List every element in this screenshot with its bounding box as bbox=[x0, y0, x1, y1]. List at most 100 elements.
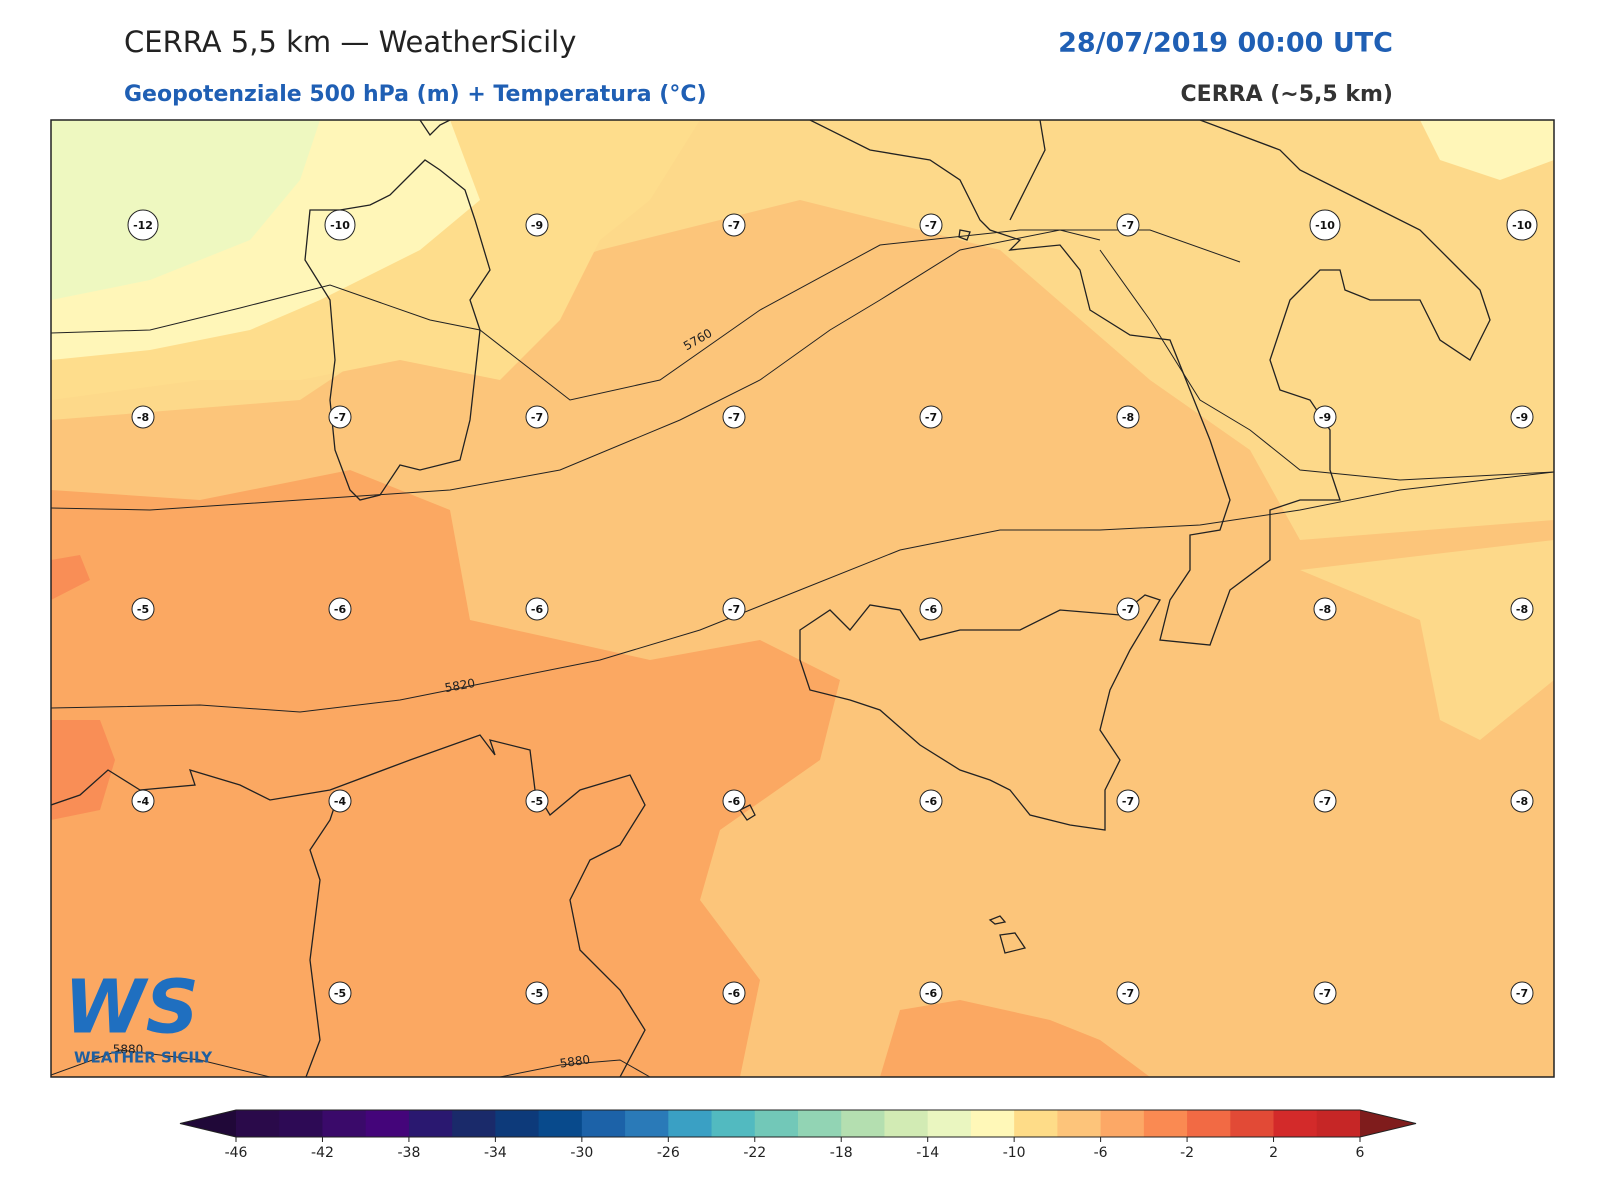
station-temp: -7 bbox=[531, 411, 543, 424]
station-temp: -8 bbox=[137, 411, 149, 424]
station-temp: -7 bbox=[728, 603, 740, 616]
colorbar-tick-label: -2 bbox=[1180, 1145, 1194, 1161]
station-marker bbox=[1510, 597, 1534, 621]
isohypse bbox=[51, 1049, 651, 1077]
title: CERRA 5,5 km — WeatherSicily bbox=[124, 25, 576, 59]
station-temp: -7 bbox=[1516, 987, 1528, 1000]
isohypse bbox=[51, 229, 1241, 401]
colorbar-swatch bbox=[495, 1110, 540, 1137]
logo-mark: WS bbox=[64, 965, 199, 1051]
isohypse bbox=[1099, 249, 1554, 481]
station-temp: -7 bbox=[1319, 795, 1331, 808]
station-temp: -7 bbox=[925, 411, 937, 424]
coastline bbox=[304, 120, 491, 501]
map-field bbox=[51, 120, 1554, 1077]
contour-label: 5880 bbox=[113, 1043, 144, 1057]
colorbar-swatch bbox=[1273, 1110, 1318, 1137]
colorbar-swatch bbox=[754, 1110, 799, 1137]
station-temp: -10 bbox=[1315, 219, 1335, 232]
station-marker bbox=[131, 405, 155, 429]
station-marker bbox=[919, 597, 943, 621]
station-marker bbox=[1510, 405, 1534, 429]
colorbar-swatch bbox=[1057, 1110, 1102, 1137]
colorbar-swatch bbox=[927, 1110, 972, 1137]
colorbar-tick-label: -38 bbox=[397, 1145, 420, 1161]
colorbar-swatch bbox=[365, 1110, 410, 1137]
temp-field bbox=[1420, 120, 1554, 180]
station-temp: -4 bbox=[137, 795, 150, 808]
coastline bbox=[799, 594, 1161, 831]
station-temp: -9 bbox=[531, 219, 543, 232]
station-marker bbox=[1313, 405, 1337, 429]
station-marker bbox=[525, 597, 549, 621]
station-temp: -5 bbox=[531, 987, 543, 1000]
colorbar-swatch bbox=[581, 1110, 626, 1137]
datetime: 28/07/2019 00:00 UTC bbox=[1058, 28, 1393, 59]
station-marker bbox=[919, 213, 943, 237]
station-temp: -7 bbox=[334, 411, 346, 424]
colorbar-swatch bbox=[236, 1110, 280, 1137]
station-temp: -9 bbox=[1516, 411, 1528, 424]
colorbar-tick-label: -22 bbox=[743, 1145, 766, 1161]
colorbar-swatch bbox=[538, 1110, 583, 1137]
colorbar-swatch bbox=[322, 1110, 367, 1137]
isohypse bbox=[51, 229, 1101, 511]
station-temp: -5 bbox=[334, 987, 346, 1000]
colorbar-tick-label: -18 bbox=[830, 1145, 853, 1161]
station-marker bbox=[324, 209, 356, 241]
temp-field bbox=[51, 120, 320, 300]
contour-label: 5880 bbox=[559, 1052, 591, 1070]
station-marker bbox=[328, 405, 352, 429]
station-temp: -5 bbox=[531, 795, 543, 808]
station-marker bbox=[328, 981, 352, 1005]
colorbar-swatch bbox=[1100, 1110, 1145, 1137]
station-temp: -6 bbox=[728, 987, 741, 1000]
temp-field bbox=[1300, 540, 1554, 740]
colorbar-tick-label: 6 bbox=[1356, 1145, 1365, 1161]
station-temp: -6 bbox=[925, 795, 938, 808]
station-marker bbox=[1116, 789, 1140, 813]
colorbar-swatch bbox=[711, 1110, 756, 1137]
station-labels: -12 -10 -9 -7 -7 -7 -10 -10 -8 -7 -7 -7 -7 -8 -9 -9 -5 -6… bbox=[127, 209, 1538, 1005]
station-temp: -4 bbox=[334, 795, 347, 808]
station-temp: -7 bbox=[728, 411, 740, 424]
station-marker bbox=[1510, 981, 1534, 1005]
station-temp: -10 bbox=[1512, 219, 1532, 232]
station-marker bbox=[328, 789, 352, 813]
map-frame bbox=[50, 119, 1555, 1078]
colorbar-tick-label: -30 bbox=[570, 1145, 593, 1161]
station-temp: -10 bbox=[330, 219, 350, 232]
station-marker bbox=[1116, 981, 1140, 1005]
station-temp: -5 bbox=[137, 603, 149, 616]
station-temp: -8 bbox=[1516, 795, 1528, 808]
station-marker bbox=[328, 597, 352, 621]
station-marker bbox=[919, 405, 943, 429]
coastline bbox=[305, 789, 341, 1077]
colorbar-tick-label: -34 bbox=[484, 1145, 507, 1161]
colorbar-swatch bbox=[668, 1110, 713, 1137]
colorbar-tick-label: -26 bbox=[657, 1145, 680, 1161]
station-temp: -7 bbox=[1122, 219, 1134, 232]
colorbar-under bbox=[180, 1110, 236, 1137]
colorbar-swatch bbox=[884, 1110, 929, 1137]
station-marker bbox=[1313, 789, 1337, 813]
colorbar-swatch bbox=[970, 1110, 1015, 1137]
colorbar-tick-label: 2 bbox=[1269, 1145, 1278, 1161]
colorbar-swatch bbox=[1230, 1110, 1275, 1137]
station-marker bbox=[722, 213, 746, 237]
station-marker bbox=[919, 981, 943, 1005]
colorbar-swatch bbox=[1316, 1110, 1361, 1137]
station-temp: -6 bbox=[531, 603, 544, 616]
station-temp: -7 bbox=[1122, 603, 1134, 616]
colorbar-tick-label: -46 bbox=[225, 1145, 248, 1161]
station-marker bbox=[525, 213, 549, 237]
station-marker bbox=[1309, 209, 1341, 241]
station-marker bbox=[131, 789, 155, 813]
colorbar-tick-label: -14 bbox=[916, 1145, 939, 1161]
temp-field bbox=[51, 555, 90, 600]
colorbar-tick-label: -6 bbox=[1094, 1145, 1108, 1161]
colorbar: -46 -42 -38 -34 -30 -26 -22 -18 -14 -10 -6 -2 2 6 bbox=[179, 1109, 1417, 1161]
logo-name: WEATHER SICILY bbox=[74, 1049, 213, 1067]
station-marker bbox=[525, 789, 549, 813]
